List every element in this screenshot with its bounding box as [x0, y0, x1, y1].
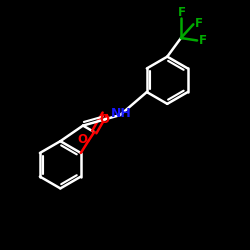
Text: F: F	[178, 6, 186, 19]
Text: O: O	[78, 133, 88, 146]
Text: O: O	[100, 114, 110, 126]
Text: F: F	[199, 34, 207, 47]
Text: NH: NH	[111, 106, 132, 120]
Text: F: F	[195, 16, 203, 30]
